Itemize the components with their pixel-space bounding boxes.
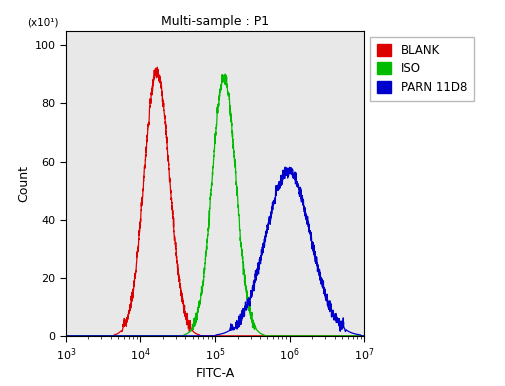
PARN 11D8 [47,334,54,338]
PARN 11D8 [376,334,382,338]
ISO [47,334,54,338]
X-axis label: FITC-A: FITC-A [195,367,234,380]
BLANK [376,334,382,338]
BLANK [154,65,160,69]
Line: BLANK: BLANK [50,67,379,336]
ISO [85,334,91,338]
ISO [222,72,228,76]
BLANK [47,334,54,338]
ISO [376,334,382,338]
BLANK [369,334,375,338]
PARN 11D8 [173,334,179,338]
PARN 11D8 [334,318,340,323]
PARN 11D8 [282,165,288,169]
Y-axis label: Count: Count [17,165,30,202]
Text: (x10¹): (x10¹) [27,18,59,28]
Title: Multi-sample : P1: Multi-sample : P1 [161,15,269,28]
PARN 11D8 [369,334,375,338]
BLANK [174,258,180,263]
BLANK [105,334,111,338]
ISO [334,334,340,338]
BLANK [85,334,91,338]
BLANK [188,327,194,332]
PARN 11D8 [187,334,193,338]
ISO [173,334,179,338]
ISO [369,334,375,338]
PARN 11D8 [105,334,111,338]
PARN 11D8 [85,334,91,338]
Line: PARN 11D8: PARN 11D8 [50,167,379,336]
Legend: BLANK, ISO, PARN 11D8: BLANK, ISO, PARN 11D8 [370,37,474,101]
ISO [105,334,111,338]
ISO [187,329,193,334]
Line: ISO: ISO [50,74,379,336]
BLANK [334,334,340,338]
